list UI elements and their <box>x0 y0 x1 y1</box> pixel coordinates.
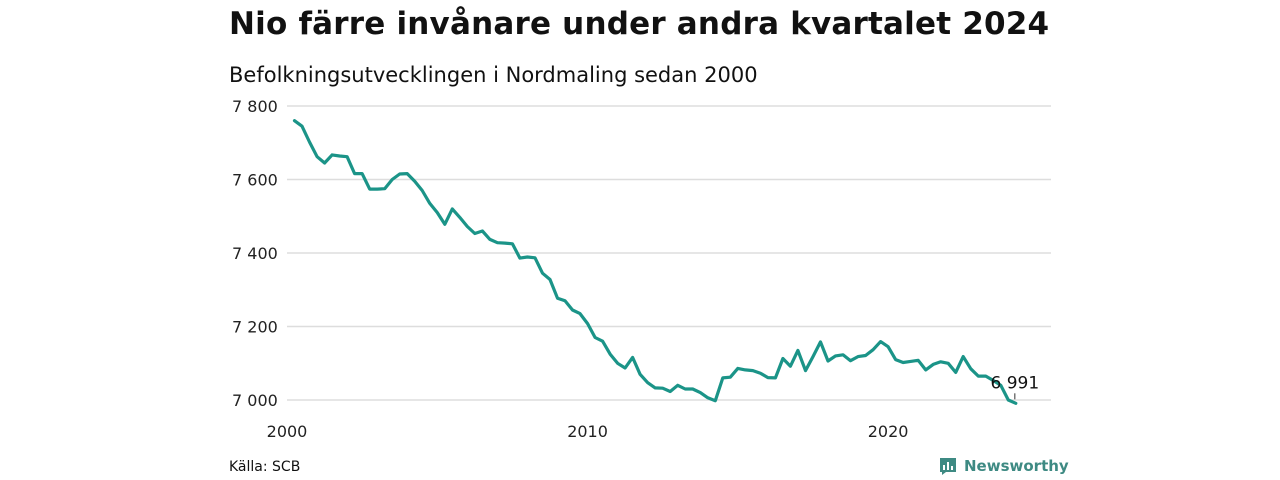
y-tick-label: 7 600 <box>232 171 278 190</box>
y-tick-label: 7 200 <box>232 318 278 337</box>
y-axis-ticks: 7 000 7 200 7 400 7 600 7 800 <box>232 97 278 410</box>
x-tick-label: 2000 <box>267 422 308 441</box>
series-layer <box>292 119 1018 405</box>
y-tick-label: 7 400 <box>232 244 278 263</box>
annotations: 6 991 <box>990 373 1039 400</box>
end-value-label: 6 991 <box>990 373 1039 393</box>
brand-name: Newsworthy <box>964 457 1069 475</box>
newsworthy-logo-icon <box>940 458 956 475</box>
y-tick-label: 7 000 <box>232 391 278 410</box>
y-tick-label: 7 800 <box>232 97 278 116</box>
x-tick-label: 2010 <box>567 422 608 441</box>
chart-title: Nio färre invånare under andra kvartalet… <box>229 6 1050 42</box>
x-axis-ticks: 2000 2010 2020 <box>267 422 909 441</box>
source-note: Källa: SCB <box>229 459 301 475</box>
grid-lines <box>287 105 1051 401</box>
series-line-0 <box>292 119 1018 405</box>
chart-subtitle: Befolkningsutvecklingen i Nordmaling sed… <box>229 63 758 87</box>
brand-logo[interactable]: Newsworthy <box>938 456 1069 476</box>
x-tick-label: 2020 <box>868 422 909 441</box>
